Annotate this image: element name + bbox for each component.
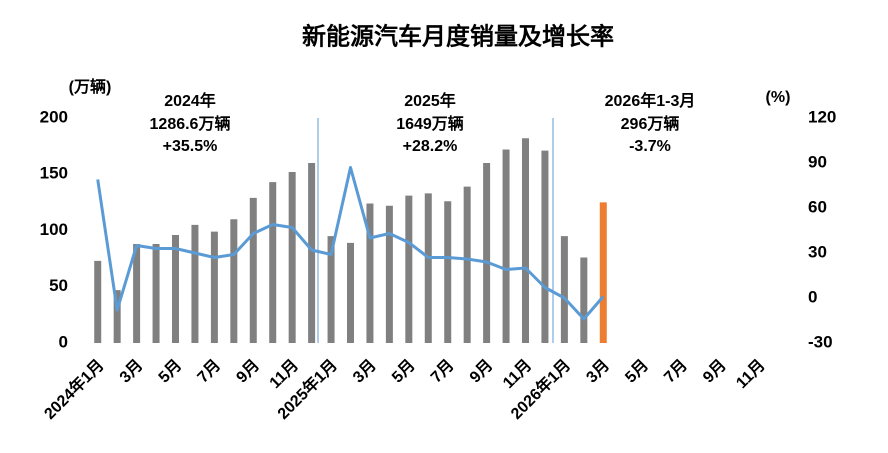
x-tick-label: 3月 [583, 356, 613, 386]
bar [366, 203, 374, 343]
bar [191, 224, 199, 343]
bar [230, 219, 238, 343]
bar [133, 244, 141, 343]
x-tick-label: 9月 [233, 356, 263, 386]
x-tick-label: 3月 [349, 356, 379, 386]
annotation: 2025年 [404, 91, 456, 110]
annotation: -3.7% [629, 138, 671, 155]
y2-tick-label: 60 [808, 197, 827, 216]
x-tick-label: 2024年1月 [40, 355, 108, 423]
bar [113, 290, 121, 343]
annotation: 1286.6万辆 [150, 114, 231, 133]
y2-tick-label: 90 [808, 152, 827, 171]
x-tick-label: 7月 [661, 356, 691, 386]
annotation: 1649万辆 [396, 114, 464, 133]
y2-axis-label: (%) [766, 89, 791, 106]
annotation: 296万辆 [621, 114, 680, 133]
bar [405, 195, 413, 343]
bar [308, 163, 316, 343]
x-tick-label: 11月 [733, 356, 769, 392]
bar [347, 242, 354, 343]
y-tick-label: 150 [40, 164, 68, 183]
y-tick-label: 100 [40, 220, 68, 239]
y2-tick-label: 120 [808, 107, 836, 126]
bar [172, 235, 179, 343]
bar [385, 205, 393, 343]
y-axis-label: (万辆) [69, 77, 112, 96]
x-tick-label: 5月 [622, 356, 652, 386]
bar [483, 163, 491, 343]
bar [327, 236, 335, 343]
bar [269, 182, 277, 343]
bar [599, 202, 607, 343]
growth-line [96, 166, 605, 321]
bar [152, 244, 160, 343]
x-tick-label: 5月 [388, 356, 418, 386]
bar [463, 186, 471, 343]
bar [502, 149, 510, 343]
bar [94, 260, 102, 343]
bar [288, 172, 296, 343]
y2-tick-label: 0 [808, 287, 817, 306]
x-tick-label: 5月 [155, 356, 185, 386]
y2-tick-label: 30 [808, 242, 827, 261]
bar [210, 231, 218, 343]
x-tick-label: 9月 [699, 356, 729, 386]
y-tick-label: 50 [49, 276, 68, 295]
annotation: 2024年 [164, 91, 216, 110]
bar [580, 257, 588, 343]
y-tick-label: 0 [59, 332, 68, 351]
annotation: 2026年1-3月 [605, 91, 696, 110]
bar [541, 150, 549, 343]
bar [424, 193, 432, 343]
x-tick-label: 7月 [194, 356, 224, 386]
x-tick-label: 11月 [499, 356, 535, 392]
bar [522, 138, 529, 343]
annotation: +28.2% [403, 138, 458, 155]
bar [560, 236, 568, 343]
x-tick-label: 9月 [466, 356, 496, 386]
x-tick-label: 11月 [266, 356, 302, 392]
chart-title: 新能源汽车月度销量及增长率 [302, 22, 614, 50]
y-tick-label: 200 [40, 107, 68, 126]
x-tick-label: 3月 [116, 356, 146, 386]
x-tick-label: 7月 [427, 356, 457, 386]
bar [444, 201, 452, 343]
annotation: +35.5% [163, 138, 218, 155]
bar [249, 197, 257, 343]
y2-tick-label: -30 [808, 332, 833, 351]
